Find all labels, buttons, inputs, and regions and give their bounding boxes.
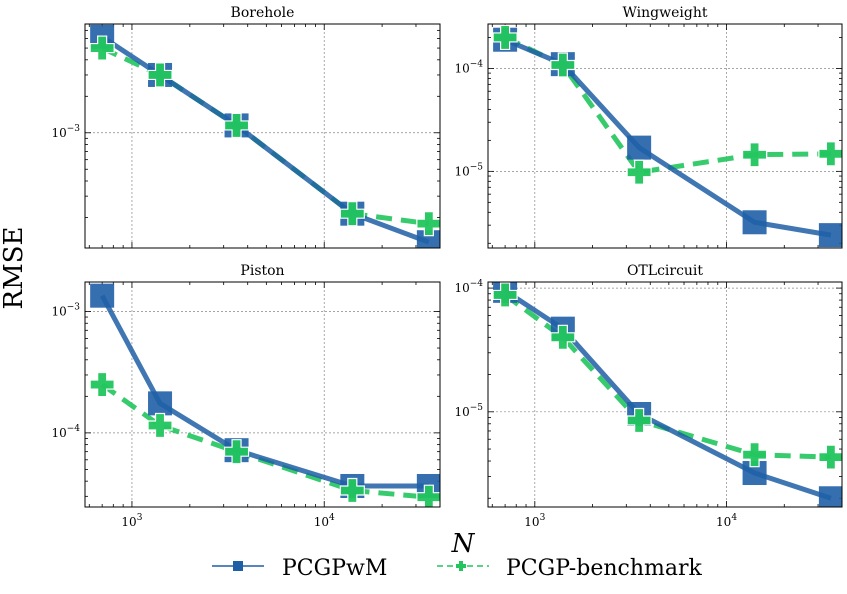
- marker-plus-pcgp-benchmark: [416, 211, 440, 237]
- panel-otlcircuit: 10−4 10−5 103 104 OTLcircuit: [454, 263, 843, 529]
- marker-plus-pcgp-benchmark: [550, 52, 576, 78]
- marker-plus-pcgp-benchmark: [818, 444, 842, 470]
- y-tick-label: 10−4: [454, 279, 483, 295]
- series-line-pcgp-benchmark: [504, 35, 831, 175]
- panel-frame: [84, 281, 441, 508]
- x-tick-label: 104: [314, 513, 335, 529]
- panel-wingweight: 10−4 10−5 Wingweight: [454, 5, 843, 249]
- legend: PCGPwM PCGP-benchmark: [212, 556, 702, 581]
- x-tick-label: 103: [121, 513, 142, 529]
- legend-label-pcgp-benchmark: PCGP-benchmark: [506, 556, 702, 581]
- marker-plus-pcgp-benchmark: [89, 371, 115, 398]
- data-layer: [492, 24, 842, 248]
- y-tick-label: 10−3: [51, 124, 80, 140]
- data-layer: [89, 24, 440, 248]
- marker-plus-pcgp-benchmark: [626, 159, 652, 185]
- marker-plus-pcgp-benchmark: [89, 35, 115, 61]
- legend-label-pcgpwm: PCGPwM: [282, 556, 387, 581]
- marker-plus-pcgp-benchmark: [339, 477, 365, 504]
- marker-plus-pcgp-benchmark: [626, 407, 652, 434]
- x-axis-label: N: [451, 529, 476, 559]
- panels: 10−3Borehole10−410−5Wingweight10−310−410…: [51, 5, 843, 529]
- marker-plus-pcgp-benchmark: [416, 484, 440, 507]
- marker-square-pcgpwm: [818, 223, 842, 248]
- y-axis-label: RMSE: [0, 227, 29, 310]
- legend-marker-plus: [456, 561, 466, 571]
- marker-plus-pcgp-benchmark: [147, 62, 173, 88]
- legend-entry-pcgpwm: PCGPwM: [212, 556, 387, 581]
- y-tick-label: 10−5: [454, 162, 483, 178]
- y-tick-label: 10−4: [51, 424, 80, 440]
- marker-plus-pcgp-benchmark: [223, 112, 250, 139]
- panel-title: Borehole: [231, 5, 295, 21]
- marker-plus-pcgp-benchmark: [492, 282, 518, 308]
- series-line-pcgpwm: [99, 294, 429, 489]
- panel-title: Piston: [240, 263, 284, 279]
- marker-plus-pcgp-benchmark: [550, 324, 576, 350]
- legend-marker-square: [233, 561, 243, 571]
- marker-plus-pcgp-benchmark: [818, 141, 842, 167]
- panel-frame: [487, 23, 843, 249]
- marker-square-pcgpwm: [742, 210, 767, 235]
- marker-square-pcgpwm: [148, 391, 173, 416]
- y-tick-label: 10−3: [51, 302, 80, 318]
- data-layer: [89, 283, 440, 507]
- marker-plus-pcgp-benchmark: [223, 439, 250, 465]
- marker-square-pcgpwm: [416, 230, 440, 248]
- panel-borehole: 10−3 Borehole: [51, 5, 441, 249]
- x-tick-label: 103: [524, 513, 545, 529]
- marker-square-pcgpwm: [818, 486, 842, 507]
- marker-plus-pcgp-benchmark: [741, 142, 768, 168]
- x-tick-label: 104: [716, 513, 737, 529]
- y-tick-label: 10−4: [454, 59, 483, 75]
- panel-title: Wingweight: [623, 5, 708, 21]
- panel-piston: 10−3 10−4 103 104 Piston: [51, 263, 441, 529]
- panel-frame: [84, 23, 441, 249]
- panel-title: OTLcircuit: [627, 263, 703, 279]
- marker-plus-pcgp-benchmark: [147, 412, 173, 439]
- marker-plus-pcgp-benchmark: [741, 442, 768, 468]
- legend-entry-pcgp-benchmark: PCGP-benchmark: [437, 556, 702, 581]
- y-tick-label: 10−5: [454, 403, 483, 419]
- panel-frame: [487, 281, 843, 508]
- marker-plus-pcgp-benchmark: [339, 201, 365, 227]
- marker-plus-pcgp-benchmark: [492, 24, 518, 51]
- marker-square-pcgpwm: [90, 283, 115, 308]
- data-layer: [492, 282, 842, 507]
- marker-square-pcgpwm: [627, 135, 652, 160]
